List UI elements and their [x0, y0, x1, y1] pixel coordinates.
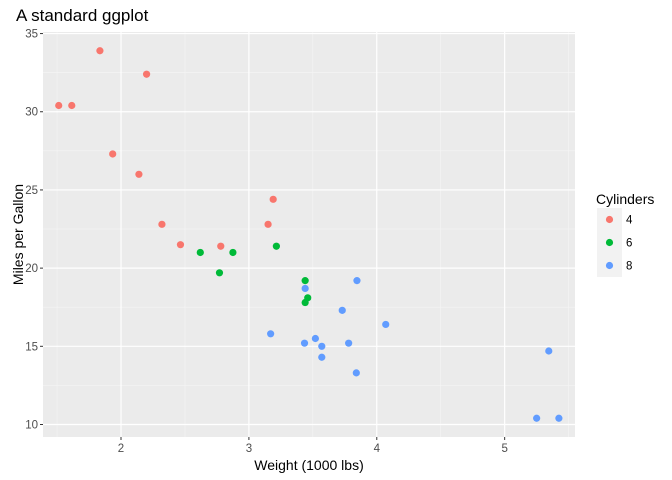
data-point-cyl-4 — [142, 70, 151, 78]
x-axis-ticks: 2 3 4 5 — [118, 437, 508, 455]
major-gridlines — [43, 32, 575, 437]
data-point-cyl-4 — [176, 241, 185, 249]
data-point-cyl-8 — [345, 339, 353, 347]
data-point-cyl-4 — [96, 47, 104, 55]
data-point-cyl-8 — [300, 339, 309, 347]
data-point-cyl-8 — [267, 330, 275, 338]
data-point-cyl-8 — [311, 334, 319, 343]
data-point-cyl-6 — [301, 298, 309, 307]
data-point-cyl-4 — [55, 101, 63, 110]
data-point-cyl-4 — [217, 242, 225, 250]
data-point-cyl-6 — [272, 242, 280, 250]
y-axis-title: Miles per Gallon — [10, 184, 26, 285]
data-points — [55, 47, 563, 422]
data-point-cyl-4 — [264, 220, 272, 228]
data-point-cyl-8 — [318, 342, 326, 350]
x-tick-label: 2 — [118, 443, 124, 455]
data-point-cyl-8 — [555, 414, 563, 422]
y-tick-label: 25 — [25, 185, 38, 197]
minor-gridlines — [43, 32, 575, 437]
x-axis-title: Weight (1000 lbs) — [254, 457, 363, 473]
plot-panel — [43, 32, 575, 437]
y-tick-label: 35 — [25, 29, 38, 41]
legend-label-6: 6 — [626, 238, 632, 250]
data-point-cyl-8 — [301, 284, 309, 293]
data-point-cyl-8 — [318, 353, 326, 361]
legend: Cylinders 4 6 8 — [596, 191, 654, 277]
x-tick-label: 4 — [374, 443, 381, 455]
legend-title: Cylinders — [596, 191, 654, 207]
data-point-cyl-8 — [545, 347, 553, 355]
data-point-cyl-6 — [196, 248, 204, 257]
y-tick-label: 15 — [25, 341, 38, 353]
legend-label-4: 4 — [626, 215, 633, 227]
legend-label-8: 8 — [626, 261, 632, 273]
data-point-cyl-4 — [68, 101, 76, 110]
data-point-cyl-6 — [229, 248, 237, 257]
data-point-cyl-4 — [109, 150, 117, 158]
y-axis-ticks: 10 15 20 25 30 35 — [25, 29, 43, 431]
y-tick-label: 20 — [25, 263, 38, 275]
data-point-cyl-8 — [352, 369, 360, 377]
legend-key-8 — [605, 261, 614, 270]
data-point-cyl-8 — [533, 414, 541, 422]
data-point-cyl-6 — [301, 277, 309, 285]
legend-key-4 — [605, 215, 614, 224]
data-point-cyl-8 — [353, 277, 361, 285]
data-point-cyl-8 — [382, 320, 390, 329]
data-point-cyl-8 — [338, 306, 346, 314]
chart-title: A standard ggplot — [16, 6, 149, 25]
data-point-cyl-4 — [269, 195, 277, 203]
x-tick-label: 5 — [501, 443, 507, 455]
data-point-cyl-6 — [215, 269, 224, 277]
y-tick-label: 10 — [25, 419, 38, 431]
data-point-cyl-4 — [135, 170, 143, 178]
legend-key-6 — [605, 238, 614, 247]
x-tick-label: 3 — [246, 443, 252, 455]
y-tick-label: 30 — [25, 107, 38, 119]
data-point-cyl-4 — [158, 220, 166, 228]
